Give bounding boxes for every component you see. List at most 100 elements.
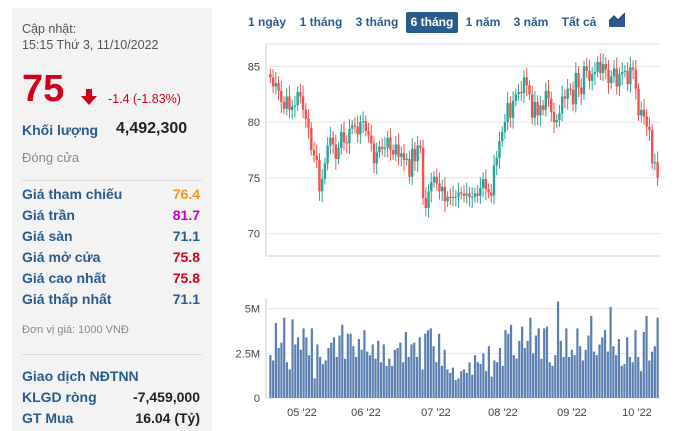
candle-body [326, 145, 329, 164]
candle-body [460, 192, 463, 194]
range-button-3m[interactable]: 3 tháng [355, 15, 399, 29]
range-button-all[interactable]: Tất cả [561, 15, 597, 29]
divider [22, 354, 202, 355]
candle-body [498, 141, 501, 158]
volume-bar [617, 339, 620, 398]
candle-body [648, 126, 651, 130]
candle-body [629, 67, 632, 85]
volume-bar [377, 340, 380, 398]
candle-body [421, 147, 425, 198]
candle-body [626, 70, 629, 85]
candle-body [492, 165, 496, 196]
candle-body [593, 71, 597, 75]
candle-body [282, 102, 286, 109]
volume-bar [302, 328, 305, 398]
volume-bar [620, 365, 623, 398]
volume-bar [518, 340, 521, 398]
volume-bar [615, 355, 618, 398]
volume-bar [623, 364, 626, 398]
candle-body [310, 127, 313, 150]
volume-bar [598, 344, 601, 398]
candle-body [637, 88, 640, 116]
price-label: Giá sàn [22, 228, 73, 244]
candlestick-series [269, 53, 659, 218]
volume-bar [371, 344, 374, 398]
candle-body [435, 176, 438, 184]
volume-bar [487, 346, 490, 398]
volume-bar [482, 353, 485, 398]
volume-bar [294, 344, 297, 398]
update-time: 15:15 Thứ 3, 11/10/2022 [22, 38, 159, 52]
range-button-1y[interactable]: 1 năm [465, 15, 501, 29]
volume-bar [532, 353, 535, 398]
candle-body [596, 61, 599, 72]
volume-bar [299, 349, 302, 398]
volume-bar [537, 328, 540, 398]
price-label: Giá cao nhất [22, 270, 107, 286]
price-value: 71.1 [172, 228, 200, 244]
candle-body [577, 73, 580, 88]
volume-bar [349, 333, 352, 398]
price-label: Giá thấp nhất [22, 291, 112, 307]
candle-body [620, 71, 624, 75]
candle-body [530, 94, 534, 118]
candle-body [590, 74, 594, 81]
month-tick-label: 08 '22 [488, 407, 518, 419]
volume-bar [548, 362, 551, 398]
range-button-6m[interactable]: 6 tháng [406, 12, 458, 33]
volume-bar [285, 362, 289, 398]
volume-bar [653, 346, 656, 398]
candle-body [427, 191, 430, 209]
volume-bar [645, 315, 648, 398]
volume-bar [579, 346, 582, 398]
candle-body [544, 90, 548, 110]
candle-body [389, 137, 392, 150]
volume-bar [601, 337, 604, 398]
candle-body [370, 135, 373, 144]
price-row-reference: Giá tham chiếu 76.4 [22, 186, 200, 206]
candle-body [631, 67, 635, 70]
price-change: -1.4 (-1.83%) [108, 92, 181, 106]
candle-body [408, 158, 411, 177]
volume-bar [363, 330, 366, 398]
volume-bar [407, 356, 410, 398]
candle-body [520, 91, 523, 94]
candle-body [307, 118, 310, 128]
candle-body [432, 176, 436, 183]
area-chart-icon[interactable] [608, 12, 626, 28]
price-tick-label: 85 [248, 61, 260, 73]
volume-bar [631, 362, 634, 398]
range-button-1m[interactable]: 1 tháng [299, 15, 343, 29]
volume-bar [460, 371, 463, 398]
volume-bar [366, 351, 369, 398]
candle-body [476, 193, 479, 196]
volume-bar [324, 360, 327, 398]
price-value: 75.8 [172, 270, 200, 286]
candle-body [285, 96, 288, 109]
range-button-3y[interactable]: 3 năm [513, 15, 549, 29]
volume-bar [379, 362, 383, 398]
divider [22, 180, 202, 181]
volume-bar [590, 315, 593, 398]
volume-bar [357, 339, 360, 398]
volume-bar [296, 337, 300, 398]
chart-grid [265, 43, 660, 399]
volume-bar [520, 326, 524, 398]
volume-bar [269, 355, 272, 398]
volume-bar [288, 369, 291, 398]
candle-body [481, 179, 485, 188]
candle-body [457, 192, 460, 197]
candle-body [607, 69, 610, 84]
volume-bar [634, 330, 637, 398]
candle-body [451, 196, 455, 198]
candle-body [495, 157, 498, 166]
month-tick-label: 05 '22 [287, 407, 317, 419]
range-button-1d[interactable]: 1 ngày [247, 15, 286, 29]
volume-bar [426, 330, 430, 398]
candle-body [342, 132, 346, 143]
volume-bar [581, 360, 585, 398]
candle-body [650, 129, 654, 164]
volume-bar [493, 360, 496, 398]
volume-bar [332, 337, 336, 398]
